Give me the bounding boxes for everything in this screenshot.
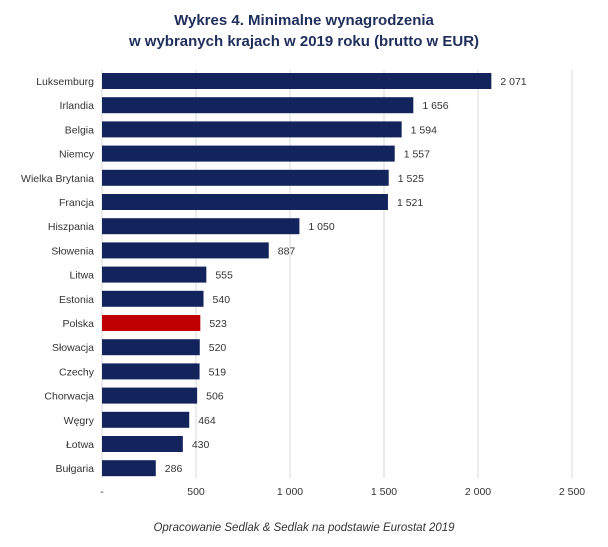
chart-title-line-2: w wybranych krajach w 2019 roku (brutto … [128, 33, 480, 50]
bar [102, 242, 269, 259]
bar [102, 121, 402, 138]
category-label: Czechy [59, 366, 95, 378]
bar [102, 339, 200, 356]
bar [102, 411, 190, 428]
category-label: Belgia [65, 124, 94, 136]
data-label: 286 [165, 463, 183, 475]
bar [102, 218, 300, 235]
data-label: 506 [206, 391, 224, 403]
data-label: 887 [278, 245, 296, 257]
category-label: Litwa [69, 270, 94, 282]
data-label: 1 050 [308, 221, 334, 233]
data-label: 520 [209, 342, 227, 354]
bar [102, 436, 183, 452]
data-label: 1 521 [397, 197, 423, 209]
category-label: Luksemburg [36, 76, 94, 88]
bar [102, 194, 388, 210]
chart-title-line-1: Wykres 4. Minimalne wynagrodzenia [174, 12, 434, 29]
bar [102, 169, 389, 186]
bar [102, 97, 414, 114]
bar [102, 460, 156, 477]
data-label: 519 [209, 366, 227, 378]
x-tick-label: 1 500 [371, 486, 397, 498]
bar [102, 145, 395, 162]
category-label: Francja [59, 197, 94, 209]
category-label: Bułgaria [55, 463, 94, 475]
category-label: Łotwa [66, 439, 94, 451]
data-label: 2 071 [500, 76, 526, 88]
data-label: 555 [215, 270, 233, 282]
category-label: Polska [62, 318, 94, 330]
data-label: 523 [209, 318, 227, 330]
bar-highlight [102, 315, 201, 331]
data-label: 430 [192, 439, 210, 451]
x-tick-label: - [100, 486, 104, 498]
x-tick-label: 500 [187, 486, 205, 498]
data-label: 1 557 [404, 149, 430, 161]
data-label: 464 [198, 415, 216, 427]
category-label: Estonia [59, 294, 94, 306]
category-label: Niemcy [59, 149, 95, 161]
bar [102, 290, 204, 307]
category-label: Irlandia [60, 100, 95, 112]
category-label: Hiszpania [48, 221, 94, 233]
data-label: 1 525 [398, 173, 424, 185]
category-label: Słowenia [51, 245, 94, 257]
x-tick-label: 2 500 [559, 486, 585, 498]
bar [102, 73, 492, 89]
x-tick-label: 1 000 [277, 486, 303, 498]
chart-source-note: Opracowanie Sedlak & Sedlak na podstawie… [153, 522, 455, 534]
data-label: 1 594 [411, 124, 437, 136]
category-label: Węgry [64, 415, 95, 427]
category-label: Chorwacja [44, 391, 94, 403]
bar [102, 387, 198, 404]
data-label: 1 656 [422, 100, 448, 112]
bar [102, 266, 207, 283]
category-label: Słowacja [52, 342, 94, 354]
x-tick-label: 2 000 [465, 486, 491, 498]
chart-title: Wykres 4. Minimalne wynagrodzenia w wybr… [0, 10, 608, 52]
data-label: 540 [213, 294, 231, 306]
bar [102, 363, 200, 380]
category-label: Wielka Brytania [21, 173, 94, 185]
